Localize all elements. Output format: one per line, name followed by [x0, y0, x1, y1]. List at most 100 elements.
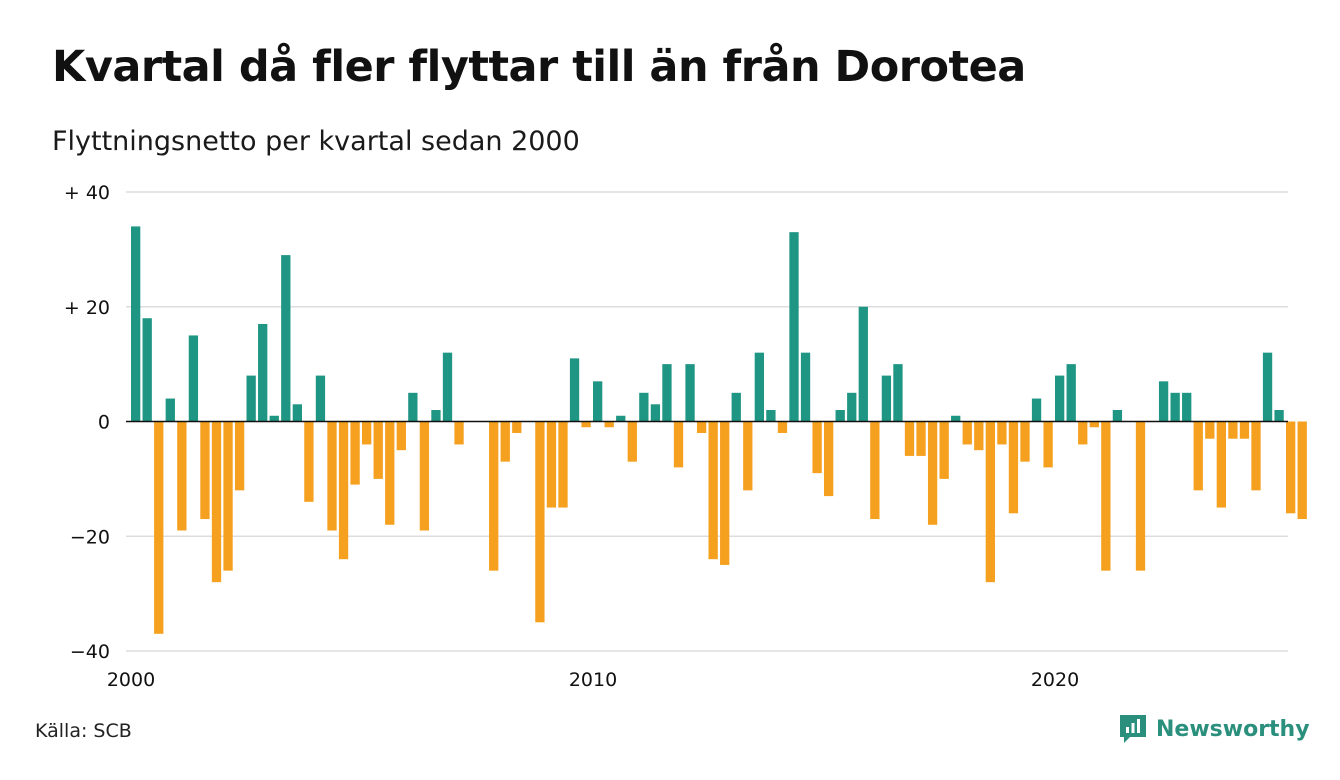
bar-negative	[974, 421, 984, 451]
bar-positive	[616, 415, 626, 422]
bar-positive	[569, 358, 580, 422]
bar-negative	[1239, 421, 1250, 439]
y-tick-label: + 40	[64, 182, 110, 204]
bar-negative	[604, 421, 614, 428]
bar-positive	[281, 255, 291, 422]
chart-title: Kvartal då fler flyttar till än från Dor…	[52, 42, 1026, 92]
bar-negative	[904, 421, 915, 456]
bar-negative	[154, 421, 164, 634]
newsworthy-logo-icon	[1120, 715, 1146, 743]
bar-positive	[881, 375, 892, 422]
y-tick-label: + 20	[64, 297, 110, 319]
bar-negative	[1089, 421, 1099, 428]
gridlines	[126, 191, 1288, 652]
bar-positive	[1274, 410, 1284, 422]
bar-negative	[489, 421, 499, 571]
bar-positive	[893, 364, 903, 422]
x-tick-label: 2000	[107, 669, 155, 691]
bar-negative	[234, 421, 245, 491]
bar-positive	[315, 375, 326, 422]
bar-positive	[593, 381, 603, 422]
bar-negative	[1008, 421, 1019, 514]
bar-negative	[419, 421, 430, 531]
bar-negative	[350, 421, 360, 485]
bar-negative	[824, 421, 834, 497]
bar-negative	[512, 421, 522, 433]
bar-negative	[627, 421, 637, 462]
bar-positive	[442, 352, 453, 422]
bar-positive	[789, 232, 799, 422]
bar-positive	[766, 410, 776, 422]
y-tick-label: 0	[98, 412, 110, 434]
bar-negative	[985, 421, 995, 583]
bar-negative	[1078, 421, 1088, 445]
bar-positive	[662, 364, 672, 422]
bar-negative	[327, 421, 337, 531]
x-tick-label: 2010	[569, 669, 617, 691]
bar-negative	[708, 421, 718, 560]
bar-negative	[1205, 421, 1215, 439]
bar-positive	[731, 392, 741, 422]
bar-positive	[835, 410, 845, 422]
newsworthy-logo[interactable]: Newsworthy	[1118, 713, 1310, 745]
bars	[126, 226, 1307, 634]
axis-labels: −40 −20 0 + 20 + 40 2000 2010 2020	[64, 182, 1079, 691]
bar-positive	[800, 352, 811, 422]
bar-positive	[650, 404, 661, 422]
bar-positive	[269, 415, 279, 422]
bar-positive	[858, 306, 868, 422]
bar-positive	[639, 392, 649, 422]
bar-positive	[408, 392, 418, 422]
source-note: Källa: SCB	[35, 720, 132, 742]
bar-negative	[962, 421, 972, 445]
y-tick-label: −40	[70, 641, 110, 663]
bar-negative	[673, 421, 684, 468]
bar-negative	[1251, 421, 1261, 491]
bar-positive	[258, 323, 268, 422]
bar-positive	[1158, 381, 1169, 422]
bar-positive	[165, 398, 175, 422]
bar-positive	[1262, 352, 1273, 422]
bar-positive	[246, 375, 256, 422]
bar-negative	[812, 421, 822, 474]
bar-positive	[431, 410, 441, 422]
bar-negative	[396, 421, 406, 451]
bar-negative	[1020, 421, 1030, 462]
bar-negative	[997, 421, 1007, 445]
bar-negative	[385, 421, 395, 525]
brand-name: Newsworthy	[1156, 716, 1310, 742]
bar-negative	[211, 421, 222, 583]
bar-negative	[720, 421, 730, 565]
bar-negative	[581, 421, 591, 428]
bar-negative	[177, 421, 187, 531]
bar-negative	[1228, 421, 1238, 439]
bar-negative	[927, 421, 938, 525]
y-tick-label: −20	[70, 526, 110, 548]
bar-negative	[304, 421, 314, 502]
bar-negative	[1135, 421, 1146, 571]
bar-positive	[754, 352, 764, 422]
chart-subtitle: Flyttningsnetto per kvartal sedan 2000	[52, 126, 580, 157]
bar-negative	[870, 421, 880, 520]
bar-negative	[1101, 421, 1111, 571]
bar-positive	[1055, 375, 1065, 422]
bar-positive	[1170, 392, 1180, 422]
bar-negative	[535, 421, 545, 623]
x-tick-label: 2020	[1031, 669, 1079, 691]
bar-positive	[1066, 364, 1076, 422]
bar-negative	[546, 421, 557, 508]
bar-negative	[338, 421, 349, 560]
bar-positive	[292, 404, 302, 422]
bar-negative	[454, 421, 464, 445]
bar-chart: −40 −20 0 + 20 + 40 2000 2010 2020	[64, 182, 1307, 691]
bar-negative	[500, 421, 510, 462]
bar-negative	[777, 421, 788, 433]
bar-positive	[131, 226, 141, 422]
bar-negative	[362, 421, 372, 445]
bar-positive	[847, 392, 857, 422]
bar-negative	[1043, 421, 1053, 468]
bar-positive	[685, 364, 695, 422]
bar-negative	[916, 421, 926, 456]
bar-positive	[1182, 392, 1192, 422]
bar-negative	[743, 421, 753, 491]
